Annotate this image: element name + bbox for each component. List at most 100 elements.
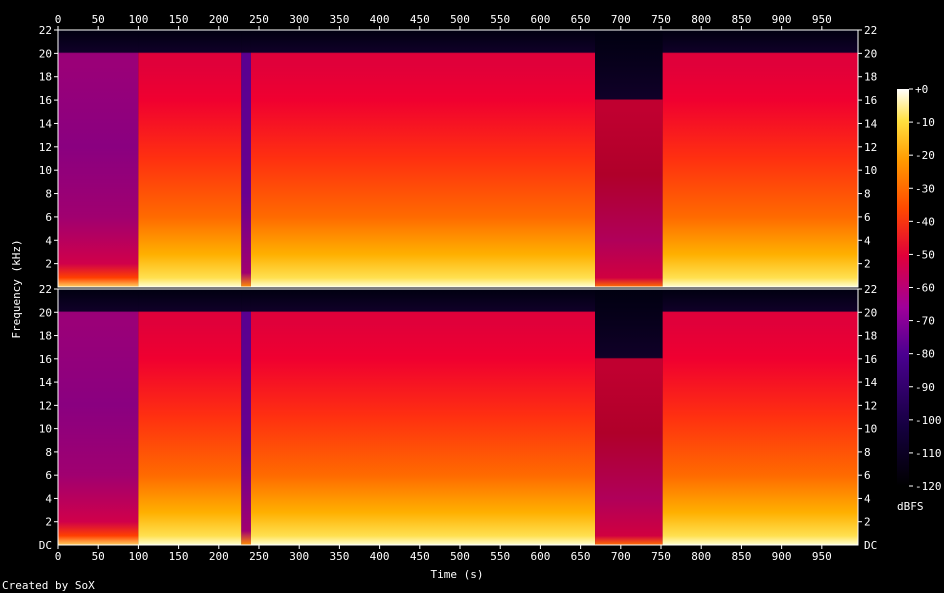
y-tick-label: 16 — [864, 353, 877, 366]
segment-high — [250, 30, 596, 287]
y-tick-label: 2 — [45, 516, 52, 529]
y-tick-label: 20 — [864, 47, 877, 60]
y-tick-label: 16 — [39, 94, 52, 107]
x-tick-label: 450 — [410, 13, 430, 26]
channel-1-panel — [58, 30, 858, 287]
colorbar-tick-label: -60 — [915, 282, 935, 295]
panel-frame — [57, 288, 859, 546]
colorbar-tick-label: -40 — [915, 215, 935, 228]
x-tick-label: 300 — [289, 13, 309, 26]
segment-high — [662, 30, 858, 287]
segment-high — [138, 30, 242, 287]
x-tick-label: 800 — [691, 550, 711, 563]
y-tick-label: 14 — [39, 376, 53, 389]
colorbar-tick-label: -100 — [915, 414, 942, 427]
x-tick-label: 750 — [651, 550, 671, 563]
x-tick-label: 400 — [370, 550, 390, 563]
x-tick-label: 800 — [691, 13, 711, 26]
y-tick-label: 10 — [39, 164, 52, 177]
segment-high — [138, 289, 242, 545]
x-tick-label: 200 — [209, 13, 229, 26]
y-tick-label: 22 — [864, 283, 877, 296]
colorbar-tick-label: -110 — [915, 447, 942, 460]
colorbar-tick-label: -30 — [915, 182, 935, 195]
x-tick-label: 950 — [812, 550, 832, 563]
x-tick-label: 50 — [92, 550, 105, 563]
y-tick-label: 6 — [864, 469, 871, 482]
y-tick-label: DC — [39, 539, 52, 552]
x-tick-label: 300 — [289, 550, 309, 563]
x-tick-label: 700 — [611, 13, 631, 26]
colorbar-tick-label: +0 — [915, 83, 928, 96]
segment-dip — [241, 30, 251, 287]
x-tick-label: 450 — [410, 550, 430, 563]
x-tick-label: 700 — [611, 550, 631, 563]
segment-high — [250, 289, 596, 545]
y-tick-label: 12 — [39, 141, 52, 154]
x-tick-label: 600 — [530, 13, 550, 26]
x-tick-label: 0 — [55, 550, 62, 563]
y-tick-label: 10 — [864, 423, 877, 436]
x-tick-label: 150 — [169, 13, 189, 26]
y-tick-label: 16 — [864, 94, 877, 107]
segment-quiet — [595, 289, 663, 545]
segment-high — [662, 289, 858, 545]
x-tick-label: 400 — [370, 13, 390, 26]
x-tick-label: 350 — [329, 550, 349, 563]
y-tick-label: 4 — [864, 492, 871, 505]
y-tick-label: 18 — [864, 71, 877, 84]
x-tick-label: 650 — [571, 13, 591, 26]
colorbar-tick-label: -70 — [915, 315, 935, 328]
segment-low — [58, 289, 139, 545]
x-tick-label: 100 — [128, 550, 148, 563]
y-tick-label: 22 — [39, 24, 52, 37]
colorbar-tick-label: -50 — [915, 248, 935, 261]
y-tick-label: 14 — [39, 117, 53, 130]
x-tick-label: 850 — [731, 13, 751, 26]
x-tick-label: 500 — [450, 550, 470, 563]
y-tick-label: 10 — [39, 423, 52, 436]
segment-low — [58, 30, 139, 287]
y-tick-label: 6 — [864, 211, 871, 224]
colorbar — [897, 89, 909, 486]
x-tick-label: 250 — [249, 550, 269, 563]
x-tick-label: 900 — [772, 550, 792, 563]
x-axis-label: Time (s) — [431, 568, 484, 581]
y-tick-label: 4 — [45, 492, 52, 505]
channel-2-panel — [58, 289, 858, 545]
x-tick-label: 250 — [249, 13, 269, 26]
y-tick-label: 12 — [864, 141, 877, 154]
x-tick-label: 200 — [209, 550, 229, 563]
x-tick-label: 900 — [772, 13, 792, 26]
y-tick-label: 22 — [864, 24, 877, 37]
credit-text: Created by SoX — [2, 579, 95, 592]
x-tick-label: 100 — [128, 13, 148, 26]
x-tick-label: 500 — [450, 13, 470, 26]
x-tick-label: 650 — [571, 550, 591, 563]
y-tick-label: 20 — [39, 306, 52, 319]
y-tick-label: 18 — [39, 71, 52, 84]
y-tick-label: 6 — [45, 469, 52, 482]
colorbar-tick-label: -120 — [915, 480, 942, 493]
y-tick-label: 22 — [39, 283, 52, 296]
y-tick-label: 4 — [864, 234, 871, 247]
x-tick-label: 0 — [55, 13, 62, 26]
y-tick-label: 2 — [864, 516, 871, 529]
y-tick-label: DC — [864, 539, 877, 552]
colorbar-tick-label: -90 — [915, 381, 935, 394]
y-tick-label: 12 — [39, 399, 52, 412]
x-tick-label: 850 — [731, 550, 751, 563]
y-tick-label: 20 — [39, 47, 52, 60]
y-tick-label: 8 — [45, 188, 52, 201]
colorbar-tick-label: -10 — [915, 116, 935, 129]
y-tick-label: 14 — [864, 376, 878, 389]
y-tick-label: 20 — [864, 306, 877, 319]
y-tick-label: 12 — [864, 399, 877, 412]
colorbar-tick-label: -20 — [915, 149, 935, 162]
y-tick-label: 14 — [864, 117, 878, 130]
x-tick-label: 550 — [490, 550, 510, 563]
y-tick-label: 16 — [39, 353, 52, 366]
x-tick-label: 150 — [169, 550, 189, 563]
y-tick-label: 4 — [45, 234, 52, 247]
